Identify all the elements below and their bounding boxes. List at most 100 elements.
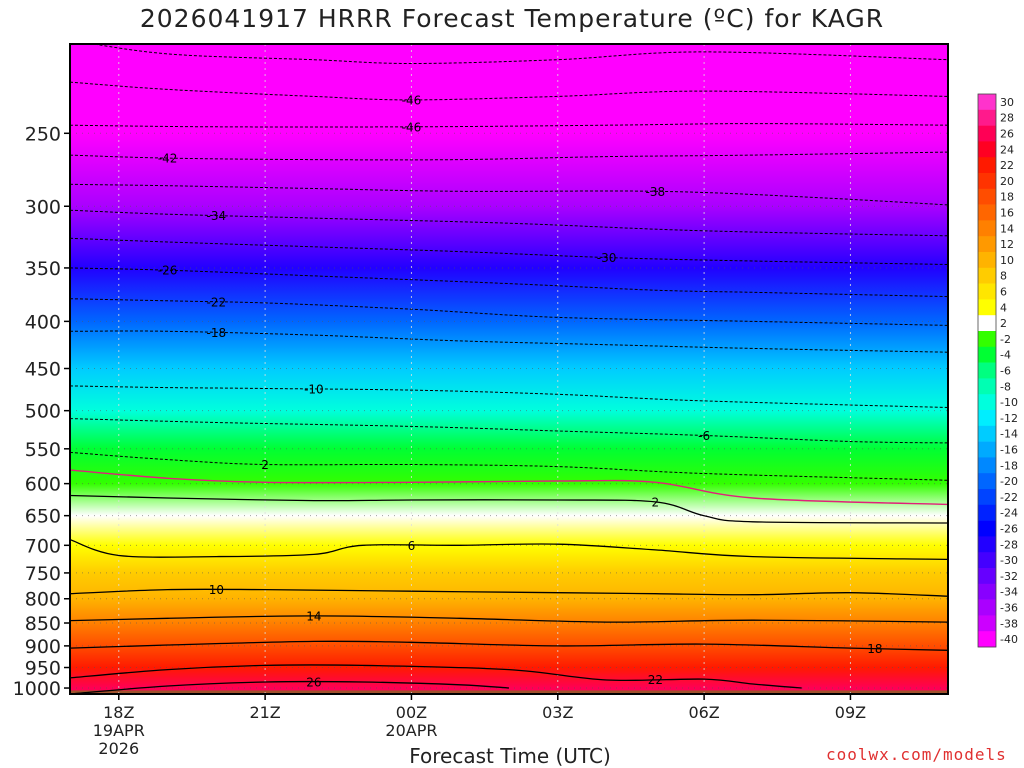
colorbar-swatch [978,173,996,190]
colorbar-swatch [978,583,996,600]
y-tick-label: 650 [25,506,61,528]
colorbar-label: -24 [1000,507,1018,520]
colorbar-label: 18 [1000,191,1014,204]
colorbar-label: 4 [1000,301,1007,314]
colorbar-frame [977,93,997,648]
colorbar-label: -10 [1000,396,1018,409]
colorbar-swatch [978,252,996,269]
contour-line [70,385,948,408]
colorbar-swatch [978,504,996,521]
contour-label: -46 [402,93,422,107]
contour-line [70,183,948,206]
contour-line [70,151,948,161]
y-tick-label: 800 [25,589,61,611]
colorbar-swatch [978,615,996,632]
x-tick-label: 19APR [93,721,145,740]
colorbar-label: 20 [1000,175,1014,188]
colorbar-swatch [978,220,996,237]
colorbar-swatch [978,141,996,158]
site-credit: coolwx.com/models [826,745,1007,764]
contour-label: 10 [209,583,224,597]
colorbar-swatch [978,489,996,506]
colorbar-label: 28 [1000,112,1014,125]
y-tick-label: 450 [25,359,61,381]
colorbar-label: -14 [1000,428,1018,441]
contour-label: -42 [158,152,178,166]
colorbar-label: -30 [1000,554,1018,567]
colorbar-swatch [978,157,996,174]
contour-label: -26 [158,264,178,278]
colorbar-label: -16 [1000,444,1018,457]
x-tick-label: 20APR [385,721,437,740]
colorbar-swatch [978,520,996,537]
y-tick-label: 950 [25,658,61,680]
colorbar-swatch [978,473,996,490]
y-tick-label: 550 [25,439,61,461]
x-axis-label: Forecast Time (UTC) [409,744,611,768]
colorbar-swatch [978,378,996,395]
contour-label: -46 [402,120,422,134]
colorbar-label: -40 [1000,633,1018,646]
y-tick-label: 700 [25,535,61,557]
colorbar-label: -28 [1000,538,1018,551]
contour-line [91,44,948,65]
x-tick-label: 2026 [98,739,139,758]
contour-line [70,538,948,561]
contour-label: 2 [261,458,269,472]
colorbar-label: -8 [1000,380,1011,393]
colorbar-swatch [978,346,996,363]
contour-line [70,237,948,265]
colorbar-label: 22 [1000,159,1014,172]
contour-label: 14 [306,609,321,623]
contour-line [70,451,948,481]
colorbar-swatch [978,552,996,569]
contour-line [70,615,948,623]
colorbar-label: 12 [1000,238,1014,251]
colorbar-label: -18 [1000,459,1018,472]
colorbar-swatch [978,236,996,253]
colorbar-swatch [978,331,996,348]
contour-line [70,418,948,444]
contour-label: 2 [652,495,660,509]
colorbar-swatch [978,394,996,411]
colorbar-label: -32 [1000,570,1018,583]
contour-line [70,123,948,128]
colorbar-label: -38 [1000,617,1018,630]
y-tick-label: 750 [25,563,61,585]
plot-area: -46-46-42-38-34-30-26-22-18-10-622610141… [70,44,948,694]
chart-title: 2026041917 HRRR Forecast Temperature (ºC… [139,4,885,33]
y-tick-label: 300 [25,196,61,218]
colorbar-swatch [978,267,996,284]
colorbar-label: 14 [1000,222,1014,235]
colorbar-swatch [978,94,996,111]
colorbar-label: 8 [1000,270,1007,283]
colorbar-label: 2 [1000,317,1007,330]
colorbar-label: -20 [1000,475,1018,488]
colorbar-label: 16 [1000,207,1014,220]
colorbar-label: -2 [1000,333,1011,346]
contour-line [70,588,948,597]
colorbar-label: 30 [1000,96,1014,109]
freezing-line [70,469,948,506]
x-tick-label: 06Z [688,703,719,722]
contour-label: 26 [306,675,321,689]
colorbar-swatch [978,457,996,474]
y-tick-label: 600 [25,474,61,496]
contour-label: 6 [408,539,416,553]
x-tick-label: 03Z [542,703,573,722]
colorbar-swatch [978,362,996,379]
contour-line [70,680,510,694]
colorbar-swatch [978,425,996,442]
colorbar-label: -22 [1000,491,1018,504]
contour-label: -18 [207,326,227,340]
colorbar-swatch [978,599,996,616]
x-tick-label: 21Z [249,703,280,722]
contour-line [70,664,802,689]
y-tick-label: 900 [25,636,61,658]
x-tick-label: 18Z [103,703,134,722]
colorbar-label: -26 [1000,523,1018,536]
colorbar-swatch [978,125,996,142]
y-tick-label: 400 [25,311,61,333]
contour-line [70,330,948,353]
